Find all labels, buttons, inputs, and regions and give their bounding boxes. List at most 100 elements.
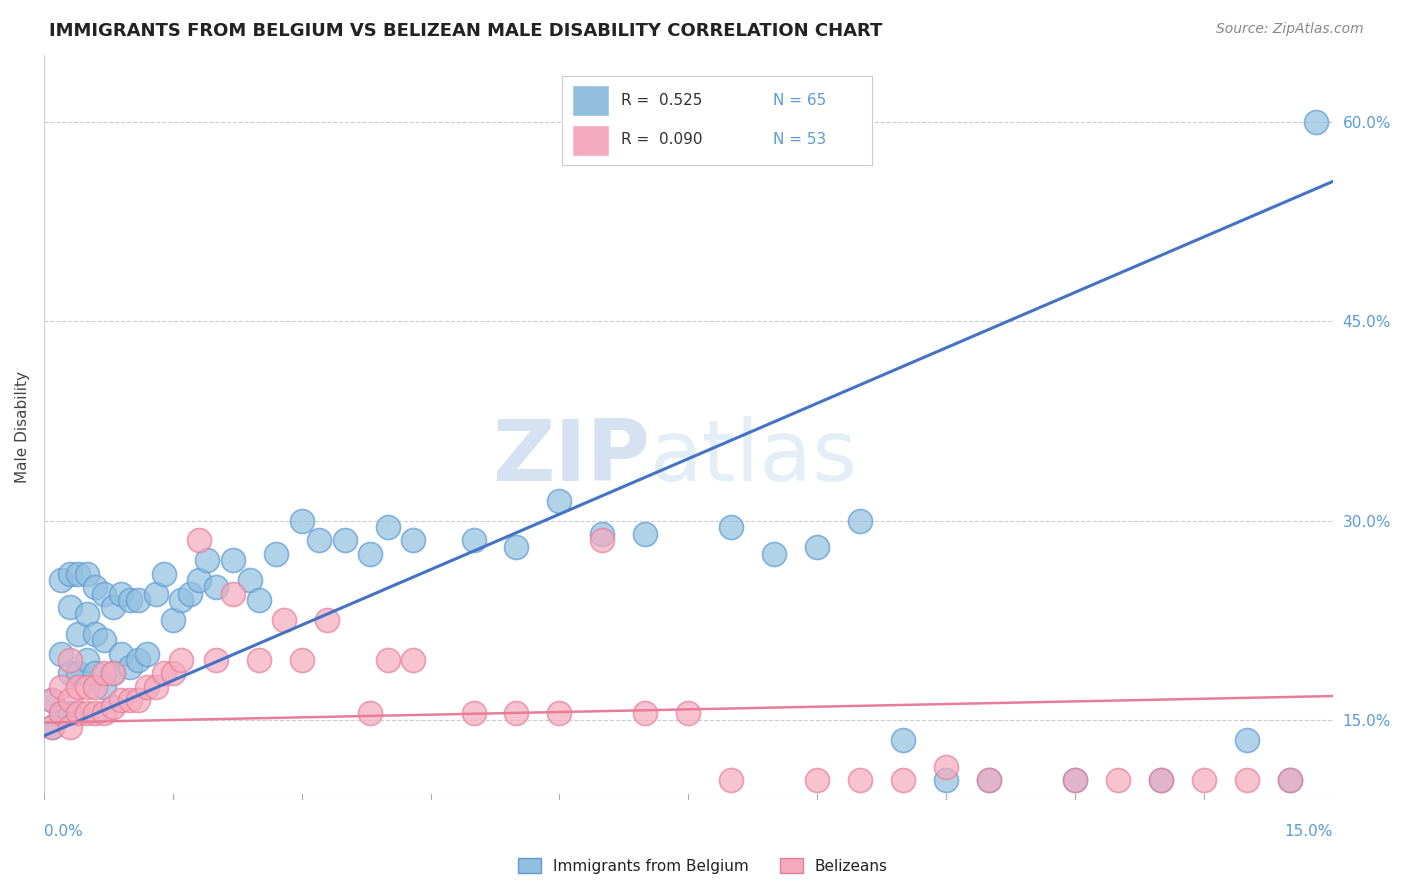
Point (678, 706, 700, 721)
Point (333, 533, 356, 548)
Point (1192, 772, 1215, 787)
Point (49, 706, 72, 721)
Point (101, 666, 124, 681)
Point (377, 520, 399, 534)
Point (634, 706, 657, 721)
Text: ZIP: ZIP (492, 416, 650, 499)
Point (84, 580, 107, 594)
Point (591, 526, 613, 541)
Point (763, 547, 786, 561)
Point (463, 533, 485, 548)
Point (93, 633, 115, 648)
Legend: Immigrants from Belgium, Belizeans: Immigrants from Belgium, Belizeans (512, 852, 894, 880)
Text: N = 53: N = 53 (773, 132, 825, 147)
Point (291, 514, 314, 528)
Point (548, 706, 571, 721)
Point (359, 706, 381, 721)
Point (67, 566, 90, 581)
Point (59, 706, 82, 721)
Point (93, 587, 115, 601)
Point (1150, 772, 1173, 787)
Point (41, 693, 63, 707)
Point (273, 613, 295, 627)
Y-axis label: Male Disability: Male Disability (15, 371, 30, 483)
Point (849, 514, 872, 528)
Point (153, 666, 176, 681)
Text: R =  0.090: R = 0.090 (621, 132, 703, 147)
Point (59, 653, 82, 667)
Point (67, 706, 90, 721)
Point (291, 653, 314, 667)
Point (76, 680, 98, 694)
Point (49, 680, 72, 694)
Point (110, 587, 132, 601)
Point (548, 493, 571, 508)
Point (1278, 772, 1301, 787)
Point (127, 693, 149, 707)
Point (1305, 114, 1327, 128)
Point (59, 720, 82, 734)
Point (49, 574, 72, 588)
Point (935, 759, 957, 773)
Point (162, 666, 184, 681)
Point (49, 706, 72, 721)
Text: N = 65: N = 65 (773, 93, 825, 108)
Point (1236, 772, 1258, 787)
Point (84, 666, 107, 681)
Point (308, 533, 330, 548)
Point (67, 680, 90, 694)
Text: 15.0%: 15.0% (1285, 823, 1333, 838)
Point (41, 720, 63, 734)
Point (59, 566, 82, 581)
Point (93, 666, 115, 681)
Text: IMMIGRANTS FROM BELGIUM VS BELIZEAN MALE DISABILITY CORRELATION CHART: IMMIGRANTS FROM BELGIUM VS BELIZEAN MALE… (49, 22, 883, 40)
Point (76, 706, 98, 721)
FancyBboxPatch shape (572, 125, 609, 156)
Point (1107, 772, 1129, 787)
Point (806, 540, 828, 554)
Point (136, 680, 159, 694)
Text: R =  0.525: R = 0.525 (621, 93, 703, 108)
Point (59, 693, 82, 707)
Point (110, 647, 132, 661)
Point (118, 660, 141, 674)
Text: atlas: atlas (650, 416, 858, 499)
Point (93, 706, 115, 721)
Point (170, 653, 193, 667)
Point (76, 653, 98, 667)
Point (118, 693, 141, 707)
Point (720, 772, 742, 787)
Point (67, 666, 90, 681)
Point (67, 626, 90, 640)
Point (101, 666, 124, 681)
Point (170, 593, 193, 607)
Point (76, 607, 98, 621)
Point (977, 772, 1000, 787)
Point (187, 574, 209, 588)
Point (247, 593, 270, 607)
Point (1278, 772, 1301, 787)
Point (935, 772, 957, 787)
Point (359, 547, 381, 561)
Point (377, 653, 399, 667)
Point (59, 599, 82, 614)
Point (891, 772, 914, 787)
Point (316, 613, 339, 627)
Text: 0.0%: 0.0% (44, 823, 83, 838)
Point (402, 533, 425, 548)
Point (84, 680, 107, 694)
Point (118, 593, 141, 607)
Point (264, 547, 287, 561)
Point (145, 587, 167, 601)
Point (127, 653, 149, 667)
Point (204, 653, 226, 667)
Point (505, 540, 527, 554)
Point (41, 693, 63, 707)
Point (101, 599, 124, 614)
Point (849, 772, 872, 787)
Point (41, 720, 63, 734)
Point (1064, 772, 1087, 787)
Point (247, 653, 270, 667)
Point (179, 587, 201, 601)
Point (195, 553, 218, 567)
